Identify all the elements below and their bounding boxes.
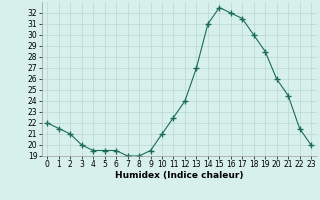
X-axis label: Humidex (Indice chaleur): Humidex (Indice chaleur) — [115, 171, 244, 180]
